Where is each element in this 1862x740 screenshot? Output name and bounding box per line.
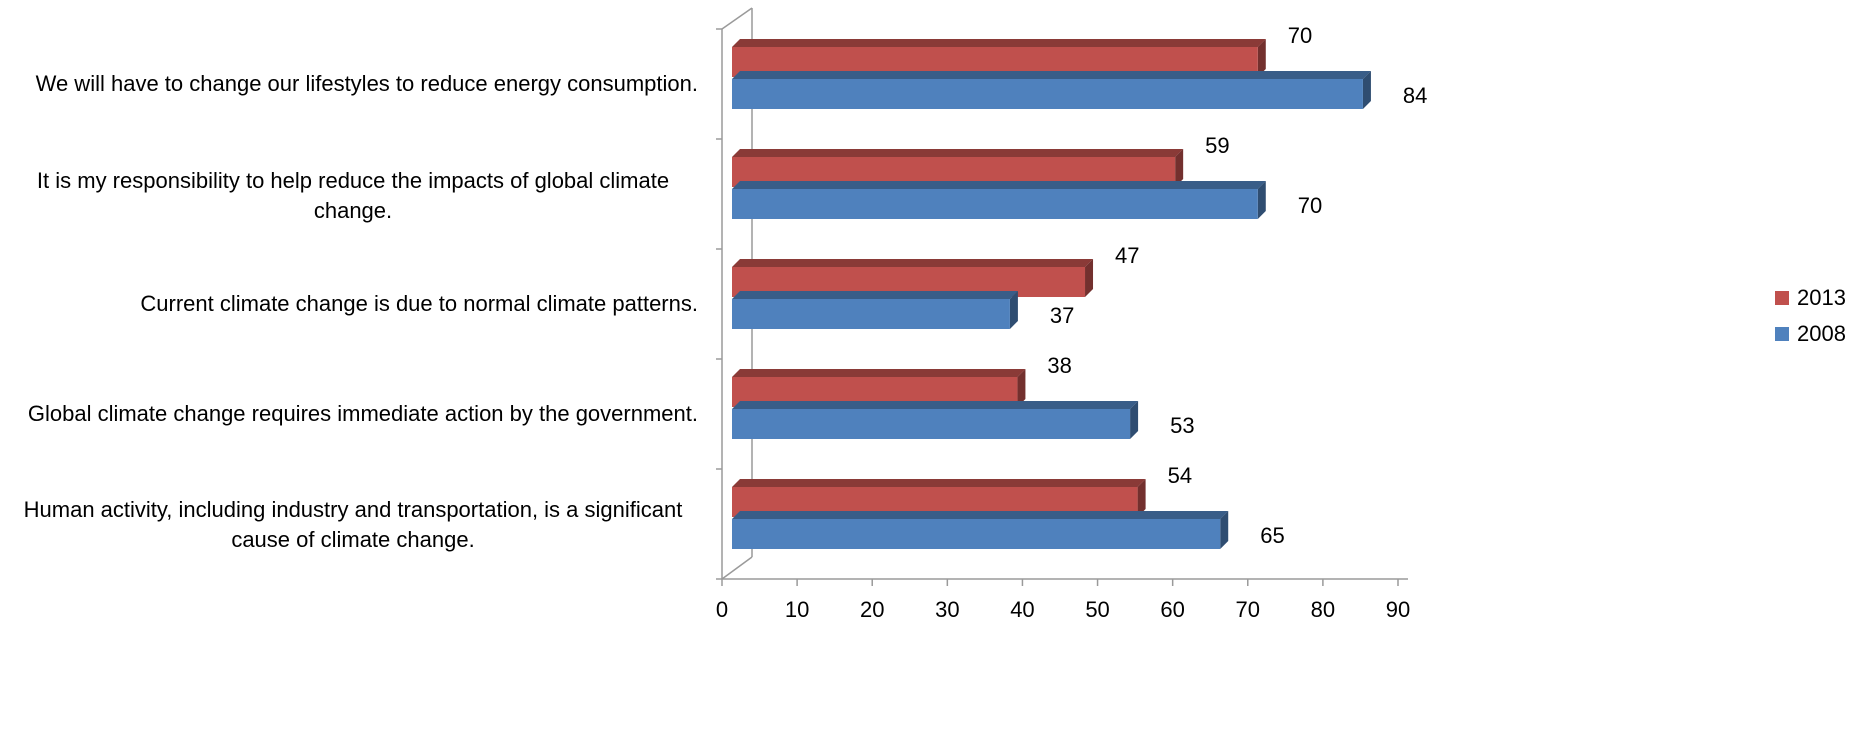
bar-side-face — [1175, 149, 1184, 187]
x-tick-label: 30 — [935, 597, 959, 622]
data-label-2013: 47 — [1115, 243, 1139, 268]
bar-front-face — [732, 189, 1258, 219]
data-label-2008: 84 — [1403, 83, 1427, 108]
data-label-2013: 38 — [1047, 353, 1071, 378]
bar-2008 — [732, 291, 1018, 329]
back-wall-top-edge — [721, 7, 753, 30]
legend-swatch-2013 — [1775, 291, 1789, 305]
data-label-2008: 37 — [1050, 303, 1074, 328]
data-label-2008: 53 — [1170, 413, 1194, 438]
bars — [732, 39, 1371, 549]
category-label: Human activity, including industry and t… — [23, 497, 683, 552]
bar-side-face — [1362, 71, 1371, 109]
x-tick-label: 70 — [1236, 597, 1260, 622]
legend-item-2008: 2008 — [1775, 316, 1846, 352]
bar-side-face — [1017, 369, 1026, 407]
value-labels: 70 84 59 70 47 37 38 53 54 65 — [1047, 23, 1427, 548]
bar-2008 — [732, 511, 1229, 549]
floor-edge — [721, 556, 753, 580]
bar-top-face — [732, 401, 1139, 409]
x-tick-label: 10 — [785, 597, 809, 622]
category-label: It is my responsibility to help reduce t… — [36, 168, 670, 223]
x-tick-label: 50 — [1085, 597, 1109, 622]
data-label-2008: 65 — [1260, 523, 1284, 548]
legend: 2013 2008 — [1775, 280, 1846, 352]
bar-2008 — [732, 181, 1266, 219]
bar-side-face — [1257, 181, 1266, 219]
bar-front-face — [732, 409, 1131, 439]
bar-side-face — [1009, 291, 1018, 329]
bar-side-face — [1220, 511, 1229, 549]
data-label-2013: 59 — [1205, 133, 1229, 158]
bar-top-face — [732, 511, 1229, 519]
x-tick-label: 40 — [1010, 597, 1034, 622]
category-label: We will have to change our lifestyles to… — [35, 71, 698, 96]
legend-item-2013: 2013 — [1775, 280, 1846, 316]
legend-label-2008: 2008 — [1797, 321, 1846, 346]
data-label-2013: 70 — [1288, 23, 1312, 48]
bar-top-face — [732, 71, 1371, 79]
bar-2008 — [732, 401, 1139, 439]
bar-top-face — [732, 479, 1146, 487]
bar-side-face — [1130, 401, 1139, 439]
bar-top-face — [732, 259, 1094, 267]
category-label: Current climate change is due to normal … — [140, 291, 698, 316]
legend-label-2013: 2013 — [1797, 285, 1846, 310]
bar-top-face — [732, 149, 1184, 157]
bar-top-face — [732, 369, 1026, 377]
bar-side-face — [1257, 39, 1266, 77]
bar-2008 — [732, 71, 1371, 109]
bar-side-face — [1085, 259, 1094, 297]
x-tick-label: 0 — [716, 597, 728, 622]
bar-side-face — [1137, 479, 1146, 517]
x-tick-label: 20 — [860, 597, 884, 622]
x-tick-label: 80 — [1311, 597, 1335, 622]
bar-top-face — [732, 291, 1018, 299]
x-tick-label: 90 — [1386, 597, 1410, 622]
legend-swatch-2008 — [1775, 327, 1789, 341]
x-tick-label: 60 — [1160, 597, 1184, 622]
tick-labels: 0 10 20 30 40 50 60 70 80 90 — [716, 597, 1410, 622]
bar-front-face — [732, 519, 1221, 549]
data-label-2008: 70 — [1298, 193, 1322, 218]
bar-top-face — [732, 181, 1266, 189]
category-label: Global climate change requires immediate… — [27, 401, 698, 426]
data-label-2013: 54 — [1168, 463, 1192, 488]
bar-front-face — [732, 79, 1363, 109]
bar-front-face — [732, 299, 1010, 329]
bar-top-face — [732, 39, 1266, 47]
